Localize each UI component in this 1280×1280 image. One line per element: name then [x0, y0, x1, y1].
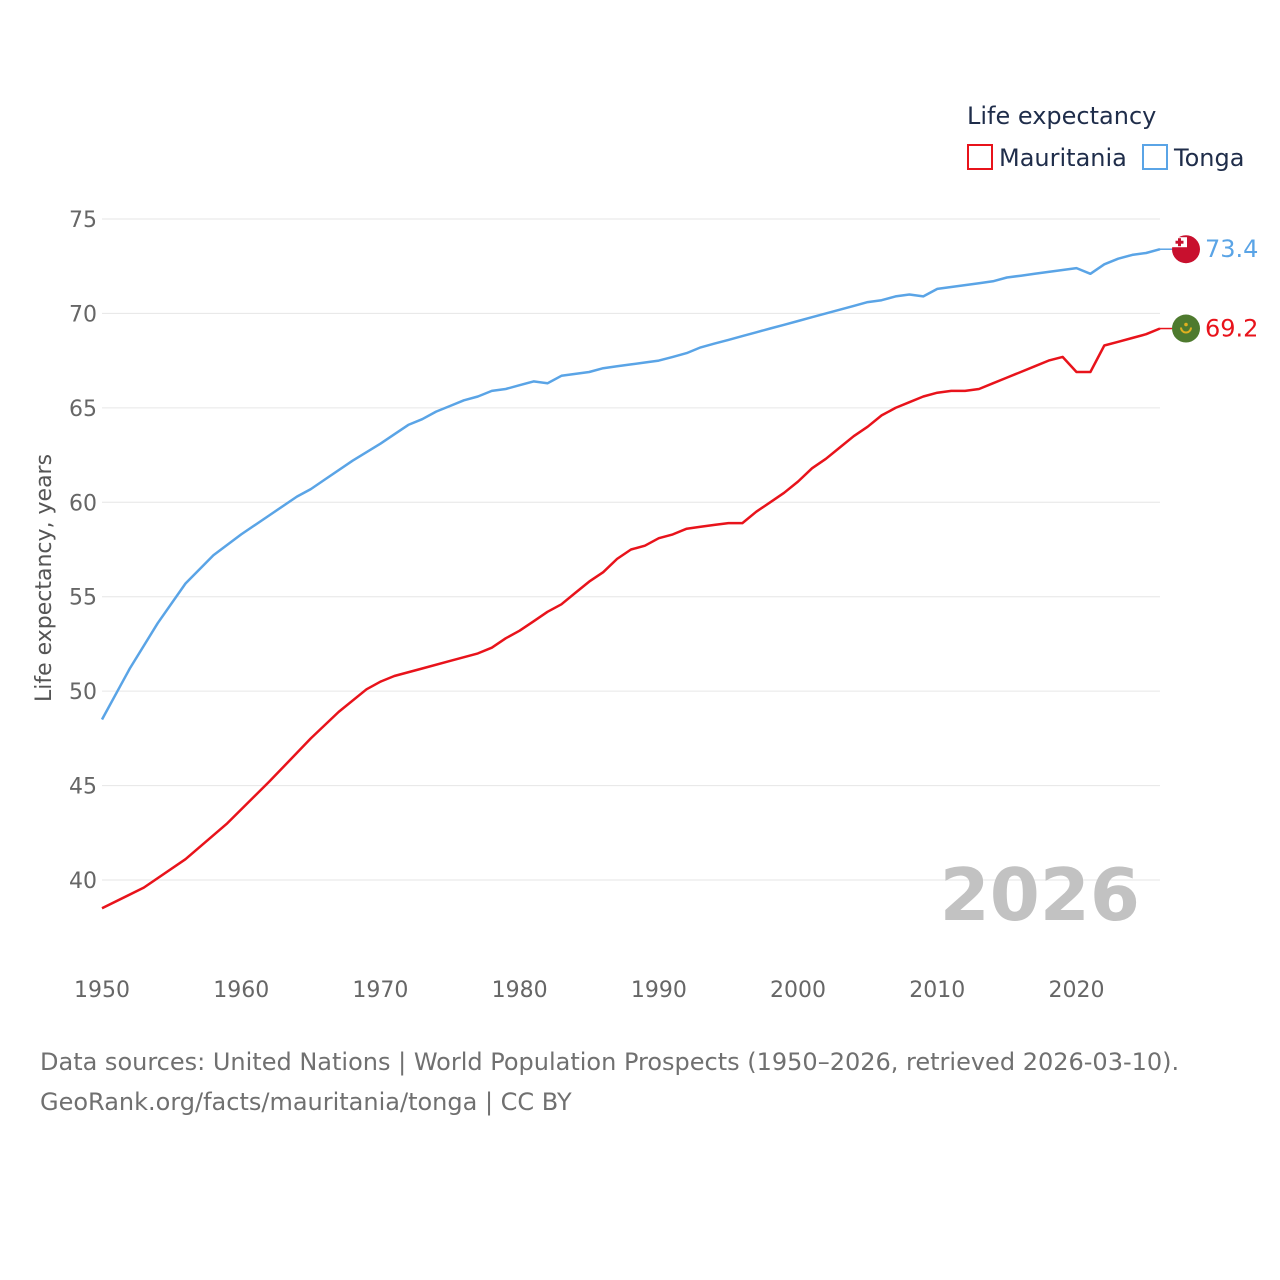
x-tick-1980: 1980	[492, 978, 548, 1003]
x-tick-1960: 1960	[213, 978, 269, 1003]
tonga-flag-icon	[1172, 235, 1200, 264]
x-tick-2010: 2010	[909, 978, 965, 1003]
y-tick-60: 60	[69, 491, 97, 516]
y-axis-ticks: 40 45 50 55 60 65 70 75	[69, 208, 97, 894]
data-sources: Data sources: United Nations | World Pop…	[40, 1042, 1240, 1122]
legend-swatch-tonga	[1142, 144, 1168, 170]
legend: Life expectancy Mauritania Tonga	[967, 102, 1244, 172]
end-label-tonga: 73.4	[1205, 235, 1258, 263]
y-axis-label: Life expectancy, years	[32, 454, 57, 702]
y-tick-75: 75	[69, 208, 97, 233]
end-markers: 69.2 73.4	[1160, 235, 1258, 343]
legend-title: Life expectancy	[967, 102, 1156, 130]
source-line: Data sources: United Nations | World Pop…	[40, 1048, 1180, 1076]
series-line-tonga	[100, 247, 1161, 721]
grid-lines	[102, 218, 1160, 881]
license-line: GeoRank.org/facts/mauritania/tonga | CC …	[40, 1088, 572, 1116]
x-tick-1950: 1950	[74, 978, 130, 1003]
series-line-mauritania	[101, 327, 1161, 910]
y-tick-50: 50	[69, 680, 97, 705]
x-tick-2020: 2020	[1048, 978, 1104, 1003]
x-tick-1990: 1990	[631, 978, 687, 1003]
legend-label-tonga: Tonga	[1173, 144, 1244, 172]
y-tick-45: 45	[69, 775, 97, 800]
x-tick-1970: 1970	[352, 978, 408, 1003]
x-axis-ticks: 1950 1960 1970 1980 1990 2000 2010 2020	[74, 978, 1104, 1003]
mauritania-flag-icon	[1172, 314, 1200, 343]
legend-swatch-mauritania	[967, 144, 993, 170]
x-tick-2000: 2000	[770, 978, 826, 1003]
y-tick-70: 70	[69, 302, 97, 327]
end-label-mauritania: 69.2	[1205, 315, 1258, 343]
y-tick-55: 55	[69, 586, 97, 611]
y-tick-65: 65	[69, 397, 97, 422]
y-tick-40: 40	[69, 869, 97, 894]
series-lines	[100, 247, 1161, 910]
year-label: 2026	[940, 853, 1140, 937]
legend-label-mauritania: Mauritania	[999, 144, 1127, 172]
